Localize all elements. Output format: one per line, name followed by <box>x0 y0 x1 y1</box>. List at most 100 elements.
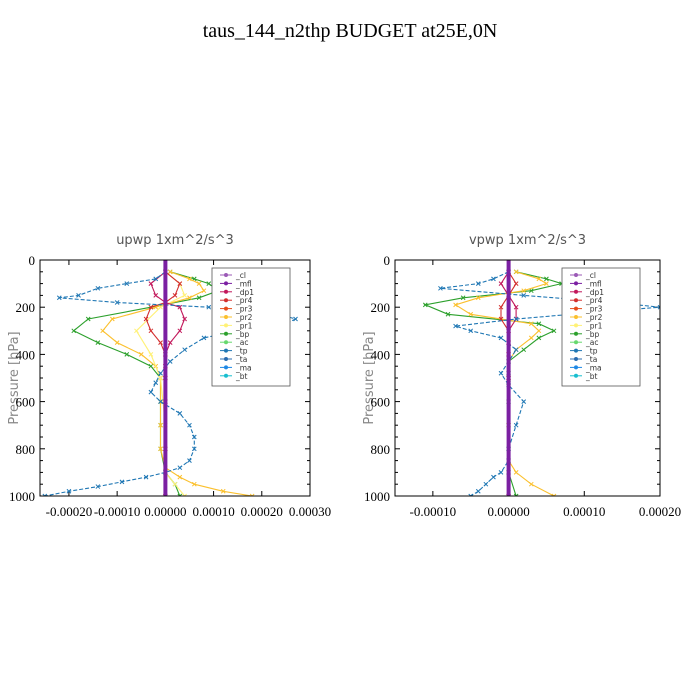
series-point-pr4 <box>513 281 519 286</box>
legend-label: _pr1 <box>585 321 603 330</box>
series-point-tp <box>475 488 481 494</box>
legend-marker <box>224 357 228 361</box>
series-point-pr1 <box>158 375 163 381</box>
series-point-pr2 <box>220 488 226 494</box>
series-point-pr2 <box>249 493 255 496</box>
legend-marker <box>224 331 228 336</box>
page-title: taus_144_n2thp BUDGET at25E,0N <box>202 20 498 42</box>
y-tick-label: 600 <box>371 395 391 410</box>
series-point-pr1 <box>134 328 139 334</box>
panel-upwp: upwp 1xm^2/s^3 Pressure [hPa] 0 200 400 600 80… <box>7 233 331 519</box>
series-point-pr4 <box>148 304 154 310</box>
legend-marker <box>224 365 228 370</box>
panel-title: upwp 1xm^2/s^3 <box>116 233 234 248</box>
series-point-pr1 <box>148 352 154 357</box>
series-point-bp <box>460 295 466 301</box>
series-point-bp <box>551 328 557 334</box>
y-tick-label: 0 <box>29 253 36 268</box>
series-point-pr4 <box>498 316 504 322</box>
legend-label: _dp1 <box>235 288 254 297</box>
series-point-tp <box>177 411 183 416</box>
legend-label: _tp <box>585 347 598 356</box>
series-point-tp <box>191 434 197 440</box>
series-point-pr2 <box>138 352 144 357</box>
series-point-pr2 <box>114 340 120 345</box>
series-point-tp <box>521 293 527 298</box>
series-point-bp <box>206 281 212 286</box>
series-point-pr2 <box>191 481 197 487</box>
legend-marker <box>574 298 578 303</box>
legend-label: _bt <box>235 372 248 381</box>
series-point-tp <box>56 295 62 301</box>
series-point-tp <box>293 316 298 322</box>
series-point-bp <box>422 302 428 308</box>
series-point-pr2 <box>177 474 183 480</box>
series-point-pr2 <box>187 295 192 301</box>
legend-marker <box>574 365 578 370</box>
series-point-pr2 <box>521 288 527 294</box>
series-point-bp <box>544 276 549 282</box>
y-tick-label: 600 <box>16 395 36 410</box>
series-point-tp <box>177 465 183 471</box>
series-point-pr2 <box>536 276 542 282</box>
series-point-tp <box>438 285 443 291</box>
series-point-tp <box>124 281 130 286</box>
x-tick-label: 0.00020 <box>639 504 681 519</box>
y-axis-label: Pressure [hPa] <box>7 331 22 424</box>
series-point-pr2 <box>468 311 474 317</box>
legend-label: _pr1 <box>235 321 253 330</box>
legend-label: _pr4 <box>585 296 603 305</box>
series-point-tp <box>158 399 163 404</box>
series-point-tp <box>521 399 527 404</box>
legend-label: _ma <box>585 363 602 372</box>
series-point-tp <box>95 484 101 489</box>
legend-marker <box>224 306 228 311</box>
legend-marker <box>574 348 578 353</box>
legend-label: _pr2 <box>235 313 253 322</box>
series-point-bp <box>536 335 542 341</box>
legend-label: _tp <box>235 347 248 356</box>
x-tick-label: -0.00010 <box>410 504 457 519</box>
series-point-tp <box>201 335 207 341</box>
series-point-tp <box>475 281 481 286</box>
y-tick-label: 0 <box>384 253 391 268</box>
series-point-pr2 <box>196 281 202 286</box>
series-line-pr2 <box>454 271 555 496</box>
x-tick-label: 0.00030 <box>289 504 331 519</box>
legend-label: _ma <box>235 363 252 372</box>
series-point-tp <box>513 316 519 322</box>
series-point-dp1 <box>153 293 159 298</box>
series-point-tp <box>187 422 192 428</box>
series-point-bp <box>521 347 527 353</box>
legend-marker <box>224 348 228 353</box>
legend-label: _pr3 <box>235 305 253 314</box>
x-tick-label: 0.00010 <box>192 504 234 519</box>
legend-label: _pr4 <box>235 296 253 305</box>
series-point-bp <box>71 328 77 334</box>
series-point-tp <box>498 335 504 341</box>
series-point-dp1 <box>513 304 519 310</box>
legend-label: _mfl <box>585 279 602 288</box>
legend-marker <box>224 340 228 345</box>
x-tick-label: 0.00020 <box>241 504 283 519</box>
legend-marker <box>574 331 578 336</box>
series-point-bp <box>536 321 542 327</box>
series-point-pr2 <box>167 269 173 275</box>
series-point-tp <box>206 304 212 310</box>
panel-title: vpwp 1xm^2/s^3 <box>469 233 586 248</box>
legend-marker <box>224 298 228 303</box>
series-point-pr4 <box>143 316 149 322</box>
series-point-pr2 <box>544 281 549 286</box>
legend-label: _pr3 <box>585 305 603 314</box>
y-tick-label: 400 <box>371 347 391 362</box>
series-point-tp <box>453 323 458 329</box>
series-group <box>422 260 660 496</box>
series-point-pr2 <box>513 470 519 475</box>
series-point-pr2 <box>528 321 534 327</box>
series-point-tp <box>491 276 496 282</box>
series-point-bp <box>528 288 534 294</box>
series-point-tp <box>468 328 474 334</box>
series-point-dp1 <box>498 281 504 286</box>
y-tick-label: 400 <box>16 347 36 362</box>
